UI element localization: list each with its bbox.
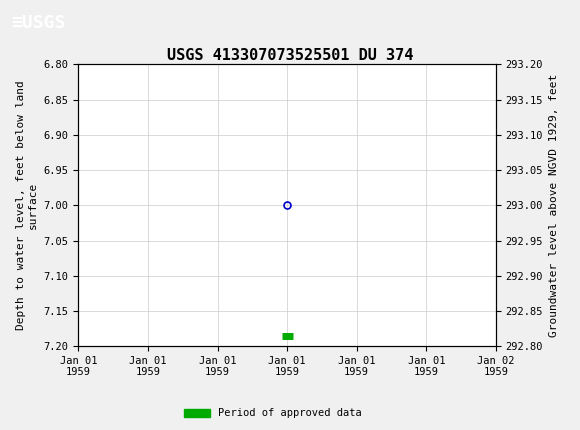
Text: ≡USGS: ≡USGS <box>12 14 66 31</box>
Y-axis label: Groundwater level above NGVD 1929, feet: Groundwater level above NGVD 1929, feet <box>549 74 559 337</box>
Text: USGS 413307073525501 DU 374: USGS 413307073525501 DU 374 <box>167 49 413 63</box>
Y-axis label: Depth to water level, feet below land
surface: Depth to water level, feet below land su… <box>16 80 38 330</box>
Legend: Period of approved data: Period of approved data <box>179 404 366 423</box>
